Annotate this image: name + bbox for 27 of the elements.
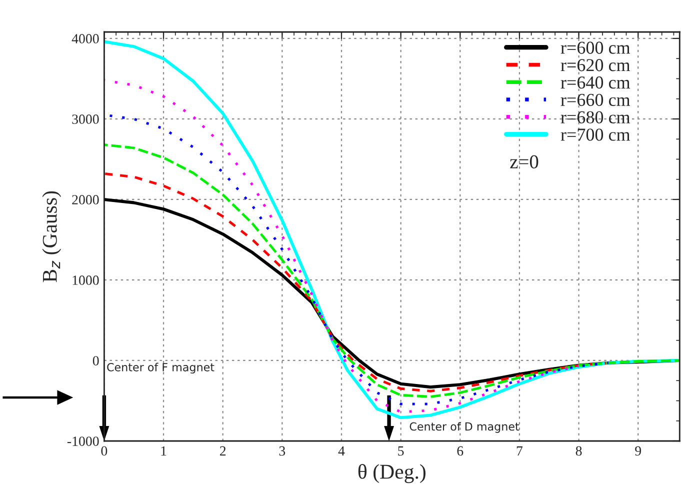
y-tick-label: 2000 (72, 195, 99, 204)
y-tick-label: 3000 (72, 114, 99, 124)
legend-label: r=680 cm (560, 111, 630, 124)
x-tick-label: 2 (220, 446, 226, 456)
x-tick-label: 5 (398, 446, 404, 456)
x-tick-label: 1 (161, 446, 166, 456)
y-tick-label: -1000 (67, 436, 99, 446)
legend-label: r=700 cm (560, 128, 630, 141)
y-tick-label: 1000 (72, 276, 99, 285)
y-tick-label: 0 (92, 356, 99, 366)
x-tick-label: 7 (516, 446, 523, 456)
x-tick-label: 0 (101, 446, 108, 456)
annotation: z=0 (510, 155, 538, 168)
annotation: Center of D magnet (410, 422, 520, 433)
x-tick-label: 3 (279, 446, 286, 456)
legend-label: r=620 cm (560, 59, 630, 72)
x-tick-label: 9 (635, 446, 642, 456)
x-tick-label: 6 (457, 446, 464, 456)
x-tick-label: 4 (338, 446, 345, 456)
x-axis-title: θ (Deg.) (358, 464, 426, 484)
annotation: Center of F magnet (107, 362, 214, 374)
legend-label: r=660 cm (560, 94, 630, 106)
y-axis-title: B$_{z}$ (Gauss) (42, 191, 62, 282)
legend-label: r=640 cm (560, 76, 630, 89)
legend-label: r=600 cm (560, 42, 630, 54)
x-tick-label: 8 (576, 446, 582, 456)
y-tick-label: 4000 (72, 34, 99, 44)
